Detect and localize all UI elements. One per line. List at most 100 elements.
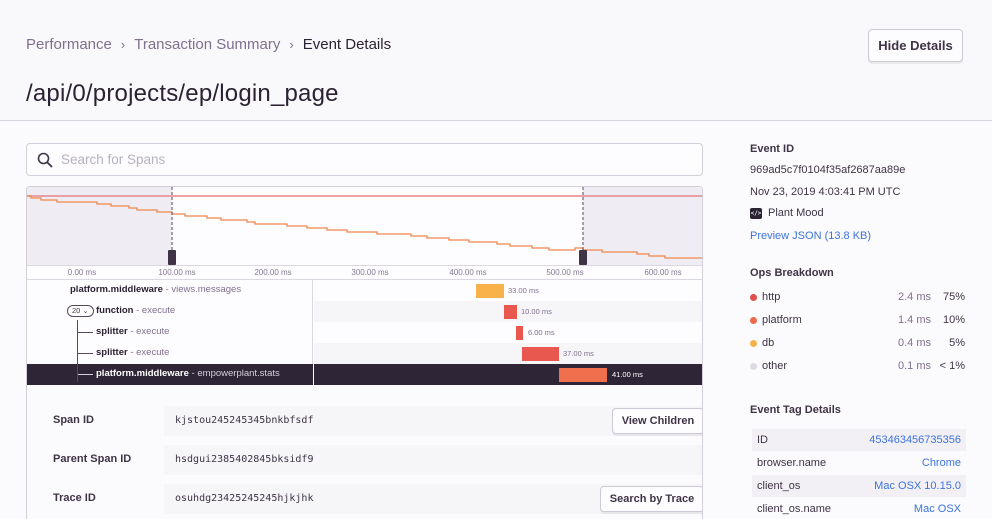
event-id-value: 969ad5c7f0104f35af2687aa89e xyxy=(750,164,906,176)
minimap-right-overlay xyxy=(583,187,702,265)
span-bar xyxy=(522,347,559,361)
tag-row: client_os Mac OSX 10.15.0 xyxy=(752,475,966,497)
tick-label: 400.00 ms xyxy=(449,268,487,277)
ops-breakdown-heading: Ops Breakdown xyxy=(750,267,834,279)
ops-duration: 2.4 ms xyxy=(897,291,931,303)
detail-key: Parent Span ID xyxy=(53,453,132,465)
detail-row-trace-id: Trace ID osuhdg23425245245hjkjhk Search … xyxy=(27,484,702,514)
tag-row: ID 453463456735356 xyxy=(752,429,966,451)
parent-span-id-value: hsdgui2385402845bksidf9 xyxy=(175,454,314,465)
span-duration: 41.00 ms xyxy=(612,370,643,379)
tag-key: ID xyxy=(757,434,768,446)
span-row[interactable]: platform.middleware - views.messages 33.… xyxy=(27,280,702,301)
minimap-left-overlay xyxy=(27,187,172,265)
tag-value-link[interactable]: Mac OSX 10.15.0 xyxy=(874,480,961,492)
project-name: </> Plant Mood xyxy=(750,207,824,219)
ops-percent: < 1% xyxy=(939,360,965,372)
event-tags-heading: Event Tag Details xyxy=(750,404,841,416)
trace-id-value: osuhdg23425245245hjkjhk xyxy=(175,493,314,504)
span-bar-cell[interactable]: 37.00 ms xyxy=(314,343,702,364)
span-row-label-cell[interactable]: platform.middleware - empowerplant.stats xyxy=(27,364,313,385)
collapse-children-badge[interactable]: 20 ⌄ xyxy=(67,305,94,317)
tag-row: client_os.name Mac OSX xyxy=(752,498,966,519)
ops-duration: 0.1 ms xyxy=(897,360,931,372)
dot-icon xyxy=(750,317,757,324)
tag-key: client_os.name xyxy=(757,503,831,515)
ops-duration: 1.4 ms xyxy=(897,314,931,326)
span-details-panel: Span ID kjstou245245345bnkbfsdf View Chi… xyxy=(27,386,702,519)
minimap-handle-right[interactable] xyxy=(579,250,587,265)
tag-value-link[interactable]: Chrome xyxy=(921,457,961,469)
ops-row-platform: platform 1.4 ms 10% xyxy=(750,313,965,329)
tree-connector xyxy=(77,353,93,354)
span-label: splitter - execute xyxy=(96,347,170,358)
minimap[interactable] xyxy=(27,187,702,265)
page-header: Performance › Transaction Summary › Even… xyxy=(0,0,992,121)
page-title: /api/0/projects/ep/login_page xyxy=(26,80,339,107)
span-duration: 10.00 ms xyxy=(521,307,552,316)
span-bar xyxy=(504,305,517,319)
span-row[interactable]: 20 ⌄ function - execute 10.00 ms xyxy=(27,301,702,322)
tag-key: client_os xyxy=(757,480,801,492)
span-label: platform.middleware - views.messages xyxy=(70,284,242,295)
tick-label: 100.00 ms xyxy=(158,268,196,277)
tag-value-link[interactable]: 453463456735356 xyxy=(869,434,961,446)
search-input[interactable] xyxy=(61,152,702,167)
tick-label: 0.00 ms xyxy=(67,268,97,277)
view-children-button[interactable]: View Children xyxy=(612,408,702,434)
dot-icon xyxy=(750,340,757,347)
span-bar-cell[interactable]: 41.00 ms xyxy=(314,364,702,385)
tag-value-link[interactable]: Mac OSX xyxy=(913,503,961,515)
ops-row-other: other 0.1 ms < 1% xyxy=(750,359,965,375)
detail-key: Span ID xyxy=(53,414,94,426)
span-row-label-cell[interactable]: splitter - execute xyxy=(27,343,313,364)
span-bar xyxy=(476,284,504,298)
breadcrumb: Performance › Transaction Summary › Even… xyxy=(26,36,391,53)
breadcrumb-transaction-summary[interactable]: Transaction Summary xyxy=(134,36,281,53)
tree-connector xyxy=(77,320,78,382)
span-row-label-cell[interactable]: 20 ⌄ function - execute xyxy=(27,301,313,322)
span-bar xyxy=(516,326,523,340)
ops-row-db: db 0.4 ms 5% xyxy=(750,336,965,352)
span-duration: 33.00 ms xyxy=(508,286,539,295)
tick-label: 200.00 ms xyxy=(254,268,292,277)
detail-value-bg xyxy=(164,445,702,475)
ops-name: other xyxy=(762,360,788,372)
tick-label: 500.00 ms xyxy=(546,268,584,277)
span-row[interactable]: splitter - execute 37.00 ms xyxy=(27,343,702,364)
span-row[interactable]: splitter - execute 6.00 ms xyxy=(27,322,702,343)
span-row-selected[interactable]: platform.middleware - empowerplant.stats… xyxy=(27,364,702,385)
breadcrumb-event-details: Event Details xyxy=(302,36,392,53)
span-label: platform.middleware - empowerplant.stats xyxy=(96,368,280,379)
span-rows: platform.middleware - views.messages 33.… xyxy=(27,280,702,385)
span-waterfall: 0.00 ms 100.00 ms 200.00 ms 300.00 ms 40… xyxy=(26,186,703,519)
span-label: splitter - execute xyxy=(96,326,170,337)
tick-label: 600.00 ms xyxy=(644,268,682,277)
ops-name: platform xyxy=(762,314,802,326)
timeline-ticks: 0.00 ms 100.00 ms 200.00 ms 300.00 ms 40… xyxy=(27,265,702,280)
span-duration: 6.00 ms xyxy=(528,328,555,337)
tree-connector xyxy=(77,374,93,375)
ops-percent: 5% xyxy=(949,337,965,349)
hide-details-button[interactable]: Hide Details xyxy=(868,29,963,62)
detail-row-parent-span-id: Parent Span ID hsdgui2385402845bksidf9 xyxy=(27,445,702,475)
span-bar-cell[interactable]: 6.00 ms xyxy=(314,322,702,343)
code-icon: </> xyxy=(750,207,762,219)
span-search[interactable] xyxy=(26,143,703,176)
tag-row: browser.name Chrome xyxy=(752,452,966,474)
preview-json-link[interactable]: Preview JSON (13.8 KB) xyxy=(750,230,872,242)
minimap-handle-left[interactable] xyxy=(168,250,176,265)
span-label: function - execute xyxy=(96,305,176,316)
ops-name: http xyxy=(762,291,781,303)
ops-duration: 0.4 ms xyxy=(897,337,931,349)
chevron-right-icon: › xyxy=(289,37,294,52)
span-bar-cell[interactable]: 10.00 ms xyxy=(314,301,702,322)
tree-connector xyxy=(77,332,93,333)
dot-icon xyxy=(750,363,757,370)
span-bar-cell[interactable]: 33.00 ms xyxy=(314,280,702,301)
span-row-label-cell[interactable]: splitter - execute xyxy=(27,322,313,343)
chevron-right-icon: › xyxy=(120,37,126,52)
span-row-label-cell[interactable]: platform.middleware - views.messages xyxy=(27,280,313,301)
breadcrumb-performance[interactable]: Performance xyxy=(26,36,112,53)
search-by-trace-button[interactable]: Search by Trace xyxy=(600,486,702,512)
